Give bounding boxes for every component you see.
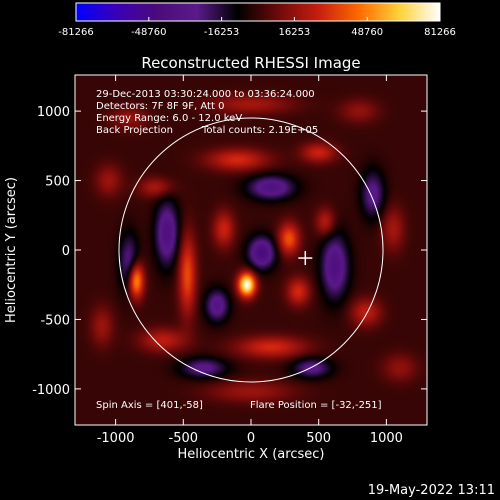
annotation-detectors: Detectors: 7F 8F 9F, Att 0 (96, 101, 224, 112)
x-tick-label: 500 (306, 431, 331, 446)
y-tick-label: 0 (62, 244, 70, 259)
colorbar-tick-label: -48760 (131, 27, 166, 38)
x-tick-label: -500 (169, 431, 199, 446)
annotation-counts: Total counts: 2.19E+05 (201, 125, 318, 136)
annotation-flare-position: Flare Position = [-32,-251] (250, 400, 382, 411)
colorbar-tick-label: 16253 (278, 27, 310, 38)
y-axis-label: Heliocentric Y (arcsec) (4, 177, 19, 323)
y-tick-label: -500 (40, 313, 70, 328)
y-tick-label: -1000 (32, 383, 70, 398)
y-tick-label: 500 (45, 175, 70, 190)
spin-axis-marker (298, 251, 313, 266)
x-tick-label: 0 (247, 431, 255, 446)
colorbar-tick-label: -16253 (204, 27, 239, 38)
colorbar-tick-label: 48760 (351, 27, 383, 38)
x-tick-label: 1000 (370, 431, 403, 446)
footer-timestamp: 19-May-2022 13:11 (368, 483, 495, 498)
annotation-method: Back Projection (96, 125, 173, 136)
chart-title: Reconstructed RHESSI Image (141, 54, 360, 72)
colorbar (75, 2, 441, 22)
colorbar-tick-label: 81266 (424, 27, 456, 38)
colorbar-ticks: -81266 -48760 -16253 16253 48760 81266 (58, 17, 456, 38)
colorbar-tick-label: -81266 (58, 27, 93, 38)
solar-limb-circle (118, 117, 384, 383)
annotation-time-range: 29-Dec-2013 03:30:24.000 to 03:36:24.000 (96, 89, 315, 100)
heatmap-image (75, 75, 427, 425)
x-axis-label: Heliocentric X (arcsec) (178, 447, 325, 462)
annotation-spin-axis: Spin Axis = [401,-58] (96, 400, 203, 411)
y-tick-label: 1000 (37, 105, 70, 120)
x-tick-label: -1000 (97, 431, 135, 446)
annotation-energy: Energy Range: 6.0 - 12.0 keV (96, 113, 242, 124)
axis-ticks: -1000 -500 0 500 1000 1000 500 0 -500 -1000 (32, 75, 427, 446)
